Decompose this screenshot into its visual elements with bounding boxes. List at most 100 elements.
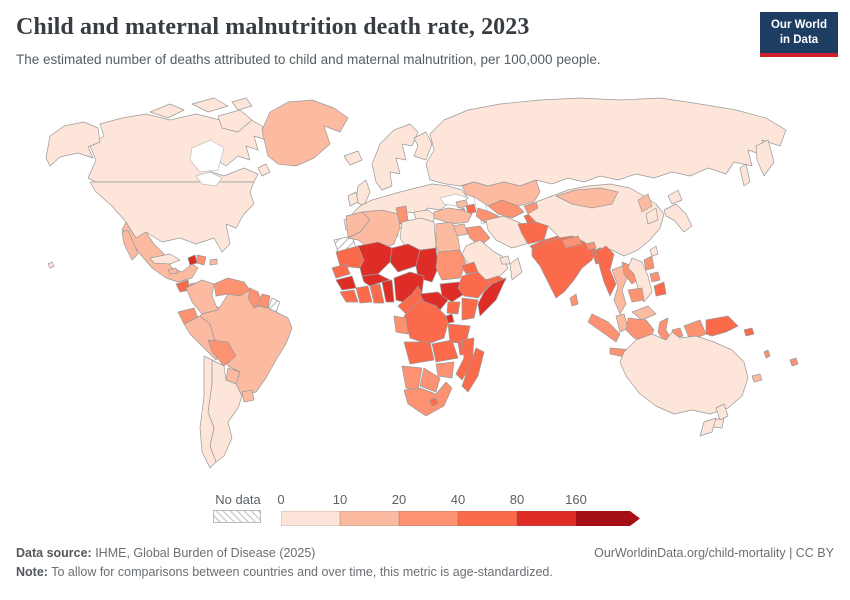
- country-uganda[interactable]: [446, 301, 461, 315]
- country-india[interactable]: [531, 235, 597, 299]
- country-mozambique[interactable]: [455, 337, 475, 381]
- country-togo-benin[interactable]: [381, 279, 395, 303]
- legend-bin-0-10[interactable]: [281, 511, 340, 526]
- country-alaska[interactable]: [45, 121, 101, 167]
- country-azerbaijan[interactable]: [465, 203, 477, 215]
- country-kamchatka[interactable]: [755, 139, 775, 177]
- country-ethiopia[interactable]: [457, 271, 491, 299]
- country-canada-arctic-island-3[interactable]: [231, 97, 253, 111]
- country-somalia[interactable]: [477, 277, 507, 317]
- country-mexico[interactable]: [121, 221, 199, 283]
- country-ghana[interactable]: [369, 283, 385, 304]
- country-china[interactable]: [527, 183, 665, 257]
- country-new-caledonia[interactable]: [751, 373, 763, 383]
- country-niger[interactable]: [389, 243, 421, 273]
- country-cuba[interactable]: [149, 253, 181, 265]
- country-nepal[interactable]: [561, 235, 583, 249]
- legend-bin-10-20[interactable]: [340, 511, 399, 526]
- country-canada-arctic-island-2[interactable]: [191, 97, 229, 113]
- country-bolivia[interactable]: [207, 339, 237, 367]
- country-lesotho[interactable]: [429, 397, 439, 407]
- country-cote-divoire[interactable]: [355, 285, 373, 304]
- country-japan-honshu[interactable]: [663, 203, 693, 233]
- country-sri-lanka[interactable]: [569, 293, 579, 307]
- country-vietnam[interactable]: [627, 257, 653, 303]
- country-malaysia-borneo[interactable]: [631, 305, 657, 321]
- country-dr-congo[interactable]: [403, 299, 449, 345]
- country-central-african-republic[interactable]: [419, 291, 449, 311]
- country-norway-sweden[interactable]: [371, 123, 419, 191]
- country-gabon-congo[interactable]: [393, 315, 409, 335]
- country-fiji[interactable]: [789, 357, 799, 367]
- country-canada[interactable]: [87, 113, 267, 183]
- country-newfoundland[interactable]: [257, 163, 271, 177]
- country-myanmar[interactable]: [595, 245, 617, 297]
- country-north-korea[interactable]: [637, 193, 653, 213]
- country-chad[interactable]: [415, 247, 439, 283]
- country-sakhalin[interactable]: [739, 163, 751, 187]
- country-philippines-mindanao[interactable]: [653, 281, 667, 297]
- country-jamaica[interactable]: [167, 267, 179, 275]
- country-greenland[interactable]: [261, 99, 349, 167]
- country-turkey[interactable]: [433, 207, 473, 225]
- country-uae-qatar[interactable]: [499, 255, 511, 265]
- legend-bin-20-40[interactable]: [399, 511, 458, 526]
- country-papua-new-guinea[interactable]: [705, 315, 739, 337]
- country-kazakhstan[interactable]: [461, 179, 541, 207]
- country-zambia[interactable]: [431, 339, 459, 363]
- country-colombia[interactable]: [185, 279, 219, 315]
- country-botswana[interactable]: [419, 367, 441, 393]
- legend-bin-80-160[interactable]: [517, 511, 576, 526]
- country-russia[interactable]: [425, 97, 787, 187]
- country-baffin-island[interactable]: [217, 109, 253, 133]
- country-finland[interactable]: [413, 131, 433, 161]
- country-namibia[interactable]: [401, 365, 423, 391]
- country-uzbekistan[interactable]: [487, 199, 525, 219]
- country-canada-arctic-island-1[interactable]: [149, 103, 185, 119]
- country-sierra-leone-liberia[interactable]: [339, 289, 359, 303]
- country-uruguay[interactable]: [241, 389, 255, 403]
- country-hawaii[interactable]: [47, 261, 55, 269]
- country-philippines-luzon[interactable]: [643, 255, 655, 271]
- country-zimbabwe[interactable]: [435, 361, 455, 379]
- country-philippines-visayas[interactable]: [649, 271, 661, 283]
- country-japan-hokkaido[interactable]: [667, 189, 683, 205]
- country-bhutan[interactable]: [585, 241, 597, 251]
- country-haiti[interactable]: [187, 254, 198, 266]
- country-senegal[interactable]: [331, 263, 351, 279]
- country-guinea[interactable]: [335, 275, 357, 291]
- country-new-zealand-north[interactable]: [715, 403, 729, 421]
- country-south-africa[interactable]: [403, 381, 453, 417]
- country-taiwan[interactable]: [649, 245, 659, 257]
- country-sumatra[interactable]: [587, 313, 621, 343]
- country-australia[interactable]: [619, 331, 749, 415]
- country-solomon-islands[interactable]: [743, 327, 755, 337]
- country-cambodia[interactable]: [627, 287, 645, 303]
- legend-bin-40-80[interactable]: [458, 511, 517, 526]
- country-iraq[interactable]: [465, 225, 491, 247]
- byline-link[interactable]: OurWorldinData.org/child-mortality | CC …: [594, 546, 834, 560]
- country-vanuatu[interactable]: [763, 349, 771, 359]
- legend-bin-160+[interactable]: [576, 511, 640, 526]
- country-brazil[interactable]: [199, 289, 293, 397]
- country-madagascar[interactable]: [461, 347, 485, 393]
- country-baja-california[interactable]: [121, 229, 139, 261]
- country-puerto-rico[interactable]: [209, 258, 218, 266]
- country-sudan[interactable]: [435, 249, 467, 281]
- country-south-korea[interactable]: [645, 207, 659, 225]
- country-chile[interactable]: [199, 355, 217, 469]
- country-angola[interactable]: [403, 341, 435, 365]
- country-ireland[interactable]: [347, 191, 359, 207]
- country-dominican-republic[interactable]: [196, 254, 207, 266]
- country-mongolia[interactable]: [555, 187, 619, 209]
- country-united-states[interactable]: [89, 181, 255, 253]
- legend-no-data[interactable]: No data: [213, 492, 263, 523]
- no-data-hatch-swatch[interactable]: [213, 510, 261, 523]
- country-tunisia[interactable]: [395, 205, 409, 225]
- country-oman[interactable]: [509, 257, 523, 281]
- owid-logo[interactable]: Our World in Data: [760, 12, 838, 57]
- country-burkina-faso[interactable]: [361, 273, 391, 287]
- country-kenya[interactable]: [461, 297, 479, 321]
- country-new-zealand-south[interactable]: [699, 417, 717, 437]
- country-iceland[interactable]: [343, 150, 363, 166]
